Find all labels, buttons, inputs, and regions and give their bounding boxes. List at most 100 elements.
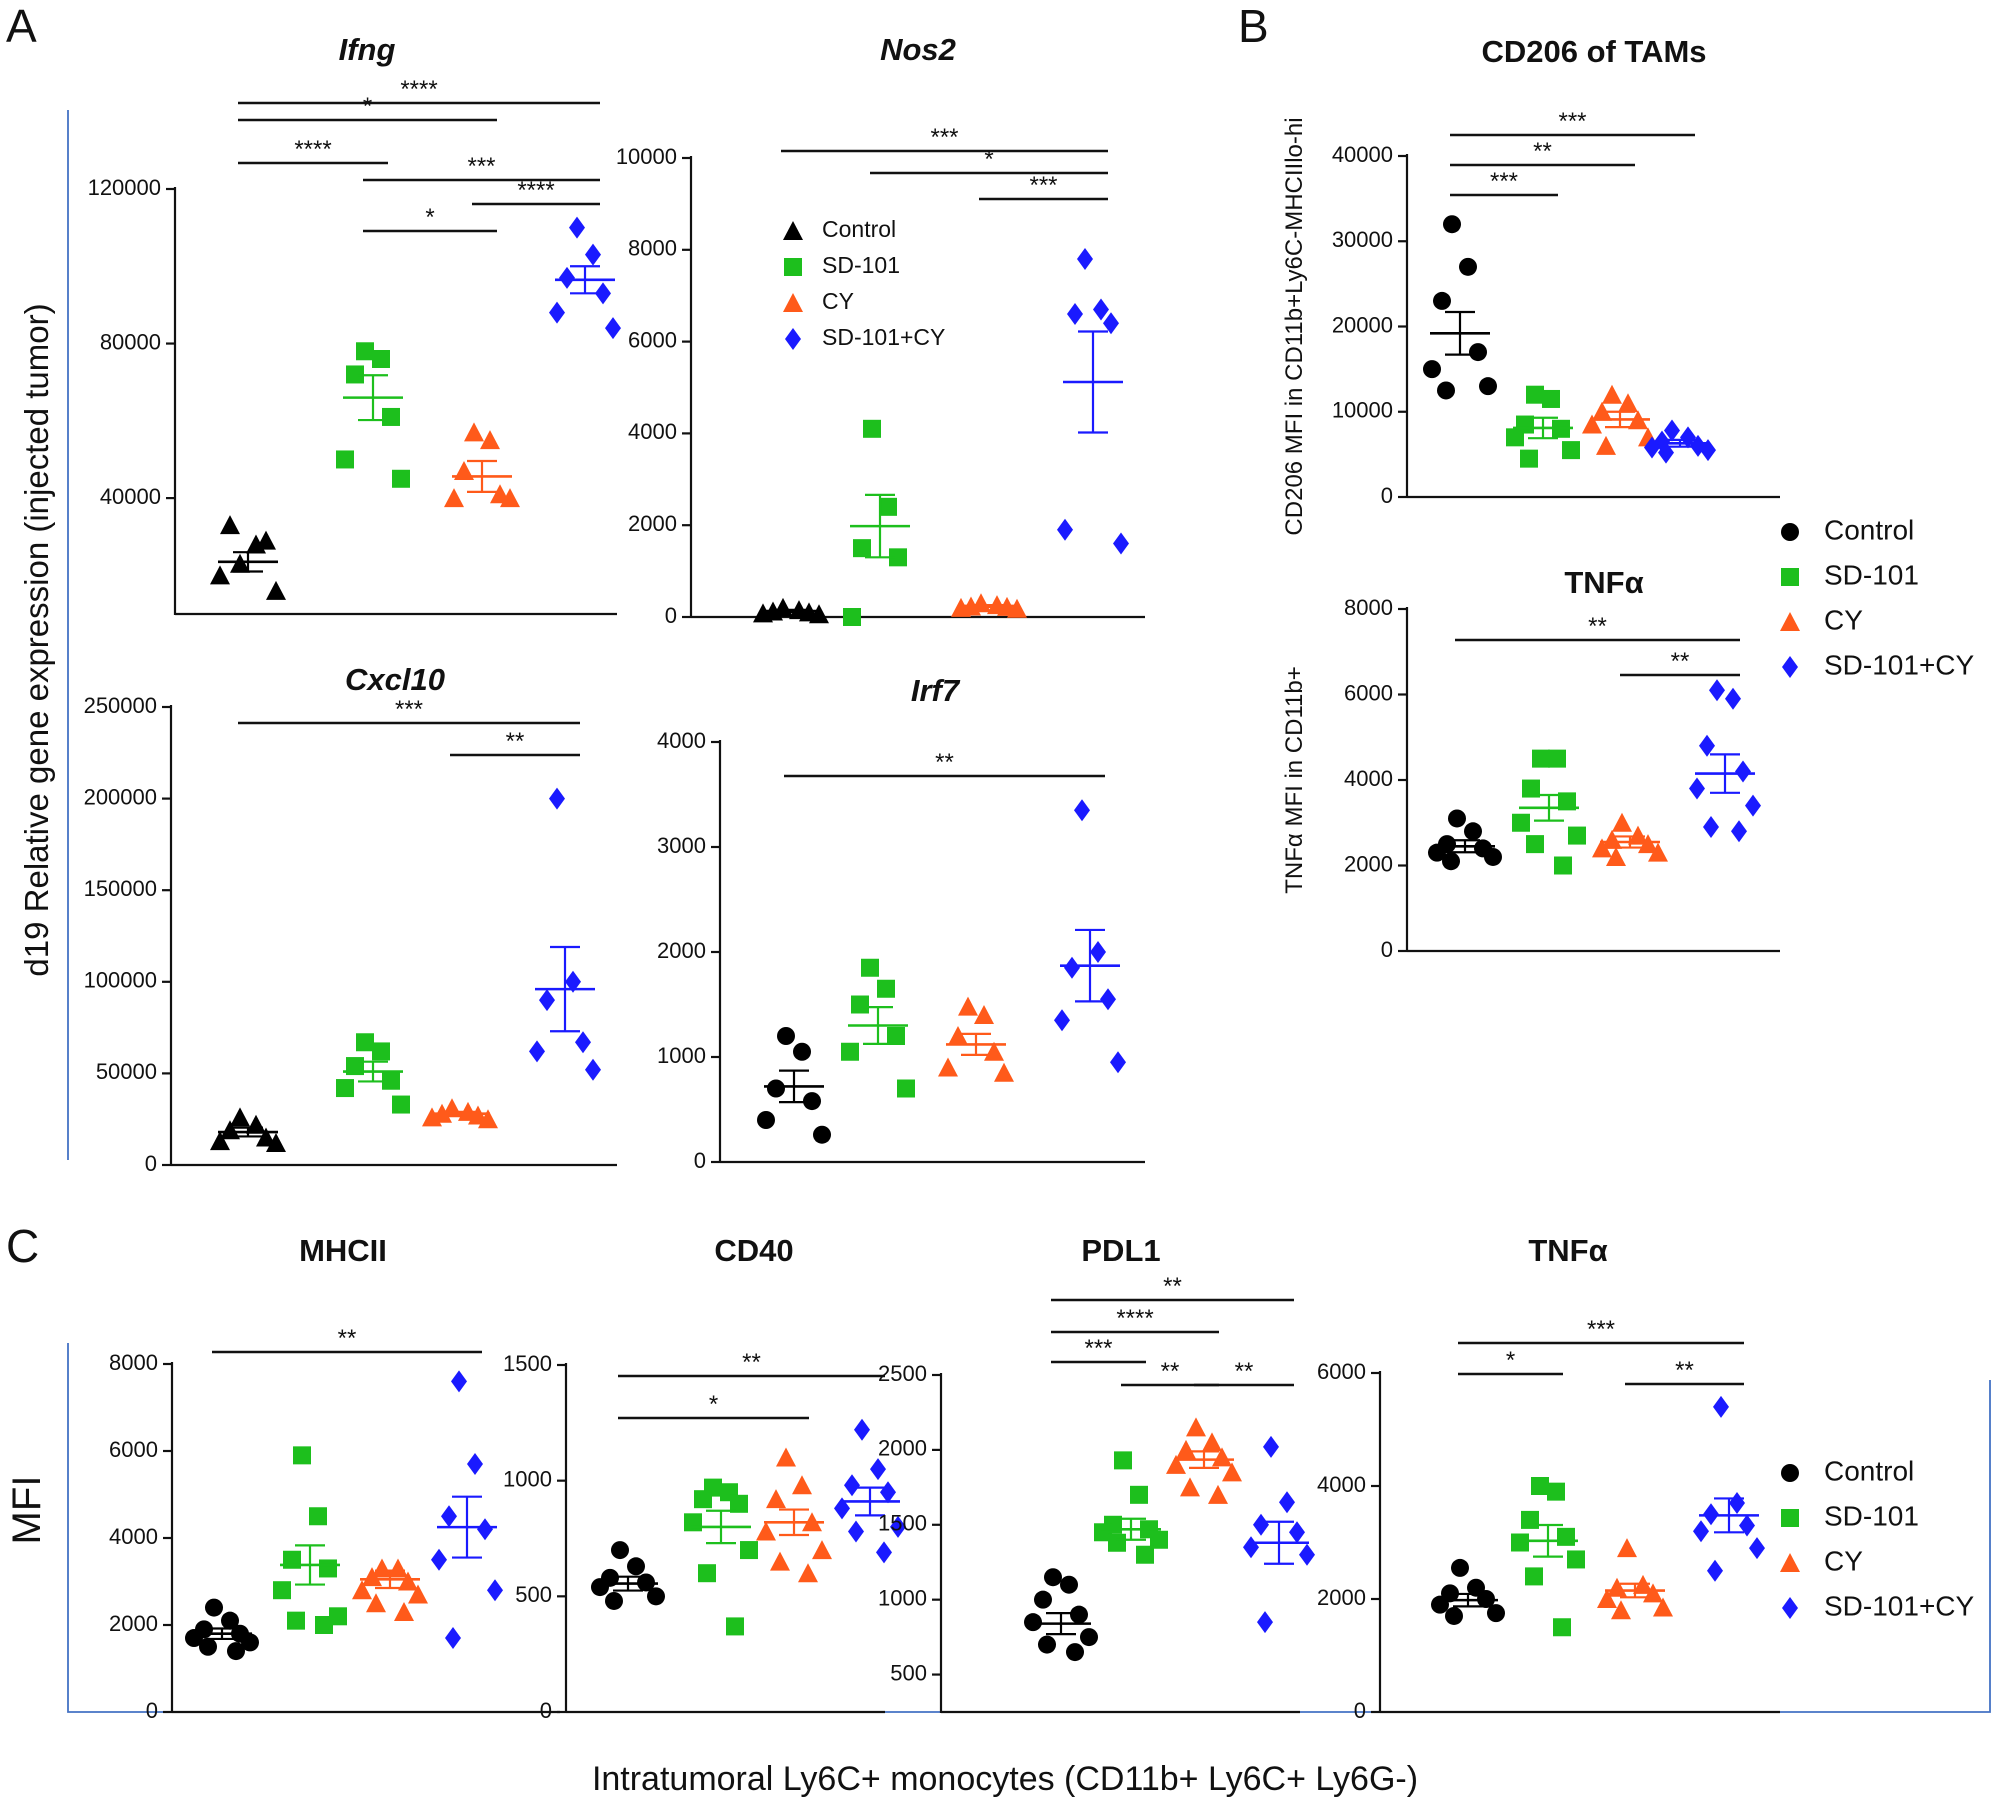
point-tnfa_b-sd-101 xyxy=(1512,813,1530,832)
point-pdl1-sd-101-cy xyxy=(1257,1611,1273,1634)
point-cd40-sd-101 xyxy=(694,1490,712,1509)
point-mhcii-control xyxy=(227,1642,245,1661)
chart-title-tnfa_c: TNFα xyxy=(1528,1233,1607,1268)
point-tnfa_b-control xyxy=(1484,847,1502,866)
legend-b-marker xyxy=(1780,612,1800,631)
point-cxcl10-sd-101-cy xyxy=(575,1031,591,1054)
sig-label-cd206: ** xyxy=(1533,138,1552,165)
point-mhcii-sd-101 xyxy=(287,1611,305,1630)
point-nos2-sd-101-cy xyxy=(1057,518,1073,541)
point-mhcii-sd-101-cy xyxy=(487,1579,503,1602)
point-nos2-cy xyxy=(951,597,971,617)
point-tnfa_c-cy xyxy=(1611,1600,1631,1620)
point-ifng-cy xyxy=(444,488,464,508)
point-pdl1-cy xyxy=(1202,1432,1222,1452)
legend-marker-nos2 xyxy=(785,328,801,350)
legend-b-label: SD-101 xyxy=(1824,559,1919,590)
point-cd206-sd-101 xyxy=(1542,389,1560,408)
panel-label-b: B xyxy=(1238,0,1269,52)
sig-label-pdl1: ** xyxy=(1161,1358,1180,1385)
point-cd40-sd-101-cy xyxy=(834,1497,850,1520)
y-tick-label-nos2: 0 xyxy=(665,603,677,628)
point-cd206-sd-101 xyxy=(1520,449,1538,468)
y-tick-label-tnfa_b: 8000 xyxy=(1344,595,1393,620)
sig-label-ifng: * xyxy=(363,93,372,120)
point-tnfa_b-control xyxy=(1442,852,1460,871)
point-cd40-sd-101 xyxy=(740,1541,758,1560)
point-irf7-cy xyxy=(938,1057,958,1077)
point-cd40-cy xyxy=(770,1551,790,1571)
panel-c-ylabel: MFI xyxy=(5,1476,49,1545)
point-tnfa_c-sd-101-cy xyxy=(1729,1491,1745,1514)
point-cd206-control xyxy=(1479,377,1497,396)
point-tnfa_c-sd-101-cy xyxy=(1707,1559,1723,1582)
point-pdl1-sd-101-cy xyxy=(1279,1491,1295,1514)
y-tick-label-ifng: 80000 xyxy=(100,329,161,354)
legend-c-label: CY xyxy=(1824,1545,1863,1576)
point-tnfa_c-sd-101 xyxy=(1511,1533,1529,1552)
point-cd206-control xyxy=(1437,381,1455,400)
point-cd40-sd-101-cy xyxy=(876,1541,892,1564)
point-cxcl10-sd-101-cy xyxy=(565,970,581,993)
point-cxcl10-cy xyxy=(478,1109,498,1129)
point-mhcii-sd-101-cy xyxy=(431,1548,447,1571)
point-ifng-cy xyxy=(464,422,484,442)
sig-label-tnfa_c: *** xyxy=(1587,1316,1615,1343)
point-pdl1-control xyxy=(1070,1605,1088,1624)
point-mhcii-sd-101 xyxy=(273,1581,291,1600)
point-nos2-sd-101-cy xyxy=(1077,247,1093,270)
y-tick-label-mhcii: 6000 xyxy=(109,1437,158,1462)
y-tick-label-cxcl10: 200000 xyxy=(84,784,157,809)
chart-irf7: Irf7 0 1000 2000 3000 4000 ** xyxy=(657,673,1145,1173)
y-tick-label-irf7: 0 xyxy=(694,1148,706,1173)
point-cxcl10-cy xyxy=(422,1107,442,1127)
point-pdl1-sd-101 xyxy=(1094,1523,1112,1542)
point-nos2-sd-101 xyxy=(863,419,881,438)
y-tick-label-pdl1: 2500 xyxy=(878,1361,927,1386)
sig-label-pdl1: ** xyxy=(1235,1358,1254,1385)
y-tick-label-cxcl10: 0 xyxy=(145,1151,157,1176)
point-mhcii-control xyxy=(241,1633,259,1652)
point-irf7-sd-101 xyxy=(861,958,879,977)
point-irf7-sd-101-cy xyxy=(1054,1009,1070,1032)
point-ifng-sd-101-cy xyxy=(595,282,611,305)
legend-c-marker xyxy=(1781,1509,1799,1527)
sig-label-pdl1: *** xyxy=(1084,1335,1112,1362)
point-cxcl10-sd-101 xyxy=(392,1095,410,1114)
point-mhcii-sd-101 xyxy=(315,1616,333,1634)
point-mhcii-cy xyxy=(372,1558,392,1578)
point-irf7-control xyxy=(757,1111,775,1129)
point-cxcl10-sd-101 xyxy=(356,1033,374,1052)
point-tnfa_b-cy xyxy=(1612,812,1632,832)
sig-label-cd206: *** xyxy=(1490,168,1518,195)
point-cd206-sd-101-cy xyxy=(1700,439,1716,462)
point-cd40-cy xyxy=(792,1475,812,1495)
sig-label-ifng: **** xyxy=(517,177,554,204)
point-cd206-cy xyxy=(1582,414,1602,434)
legend-marker-nos2 xyxy=(783,221,803,240)
chart-title-tnfa_b: TNFα xyxy=(1564,565,1643,600)
point-irf7-sd-101-cy xyxy=(1110,1051,1126,1074)
point-tnfa_c-control xyxy=(1487,1604,1505,1623)
point-tnfa_c-cy xyxy=(1617,1538,1637,1558)
point-cd40-sd-101 xyxy=(684,1513,702,1532)
point-cd206-sd-101 xyxy=(1506,428,1524,447)
point-ifng-control xyxy=(256,530,276,550)
legend-c-label: SD-101 xyxy=(1824,1500,1919,1531)
point-irf7-sd-101 xyxy=(877,979,895,998)
point-ifng-sd-101 xyxy=(382,407,400,426)
point-nos2-sd-101-cy xyxy=(1113,532,1129,555)
point-ifng-sd-101 xyxy=(336,450,354,469)
point-ifng-sd-101 xyxy=(392,469,410,488)
point-tnfa_b-sd-101 xyxy=(1558,792,1576,811)
point-cd40-sd-101-cy xyxy=(880,1481,896,1504)
point-cxcl10-control xyxy=(256,1127,276,1147)
point-pdl1-control xyxy=(1038,1635,1056,1654)
y-tick-label-pdl1: 2000 xyxy=(878,1436,927,1461)
legend-c-marker xyxy=(1782,1597,1798,1619)
point-ifng-sd-101-cy xyxy=(585,243,601,266)
y-tick-label-ifng: 120000 xyxy=(88,175,161,200)
point-mhcii-control xyxy=(221,1611,239,1630)
point-cd40-sd-101-cy xyxy=(854,1418,870,1441)
